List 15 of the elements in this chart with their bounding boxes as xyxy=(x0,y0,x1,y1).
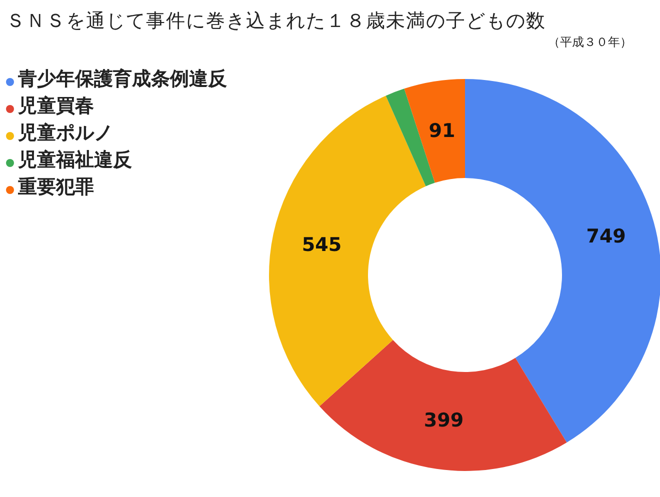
data-label: 91 xyxy=(428,120,456,142)
chart-title: ＳＮＳを通じて事件に巻き込まれた１８歳未満の子どもの数 xyxy=(6,9,546,34)
donut-slice xyxy=(404,79,465,183)
donut-slice xyxy=(319,340,567,471)
legend-label: 青少年保護育成条例違反 xyxy=(18,68,227,91)
legend-label: 児童福祉違反 xyxy=(18,149,132,172)
legend-label: 重要犯罪 xyxy=(18,176,94,199)
chart-subtitle: （平成３０年） xyxy=(548,34,632,51)
data-label: 545 xyxy=(302,234,342,256)
data-label: 749 xyxy=(586,225,626,248)
donut-slice xyxy=(269,96,426,406)
data-label: 399 xyxy=(424,410,464,432)
legend-label: 児童ポルノ xyxy=(18,122,113,145)
legend-label: 児童買春 xyxy=(18,95,94,118)
donut-slice xyxy=(465,79,660,443)
